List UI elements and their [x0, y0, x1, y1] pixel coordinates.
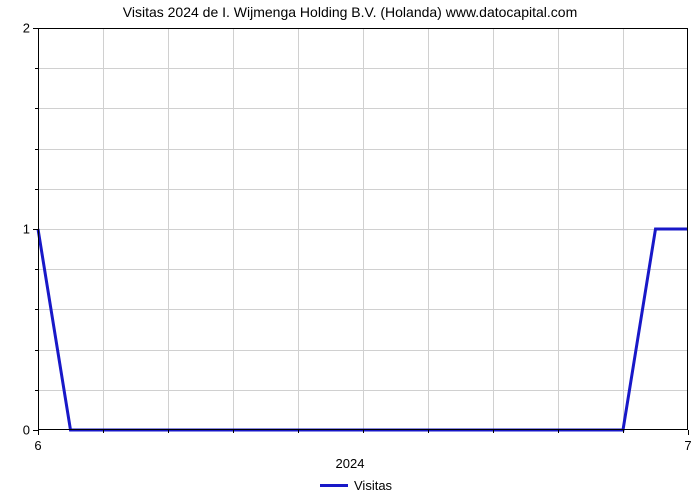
- x-minor-tick: [558, 430, 559, 433]
- x-minor-tick: [363, 430, 364, 433]
- x-minor-tick: [493, 430, 494, 433]
- y-tick-label: 2: [23, 21, 30, 36]
- x-tick-mark: [38, 430, 39, 435]
- plot-area: 012 67: [38, 28, 688, 430]
- y-minor-tick: [35, 68, 38, 69]
- y-minor-tick: [35, 390, 38, 391]
- y-tick-label: 1: [23, 222, 30, 237]
- x-minor-tick: [103, 430, 104, 433]
- y-minor-tick: [35, 108, 38, 109]
- y-tick-mark: [33, 229, 38, 230]
- y-minor-tick: [35, 269, 38, 270]
- x-minor-tick: [623, 430, 624, 433]
- legend: Visitas: [320, 478, 392, 493]
- x-minor-tick: [168, 430, 169, 433]
- y-minor-tick: [35, 189, 38, 190]
- line-series: [38, 28, 688, 430]
- y-tick-mark: [33, 28, 38, 29]
- legend-line: [320, 484, 348, 487]
- x-tick-mark: [688, 430, 689, 435]
- x-tick-label: 6: [34, 438, 41, 453]
- y-minor-tick: [35, 309, 38, 310]
- chart-container: Visitas 2024 de I. Wijmenga Holding B.V.…: [0, 0, 700, 500]
- y-tick-label: 0: [23, 423, 30, 438]
- series-line: [38, 229, 688, 430]
- x-minor-tick: [428, 430, 429, 433]
- legend-label: Visitas: [354, 478, 392, 493]
- x-axis-label: 2024: [336, 456, 365, 471]
- x-minor-tick: [233, 430, 234, 433]
- x-tick-label: 7: [684, 438, 691, 453]
- x-minor-tick: [298, 430, 299, 433]
- y-minor-tick: [35, 149, 38, 150]
- chart-title: Visitas 2024 de I. Wijmenga Holding B.V.…: [0, 4, 700, 20]
- y-minor-tick: [35, 350, 38, 351]
